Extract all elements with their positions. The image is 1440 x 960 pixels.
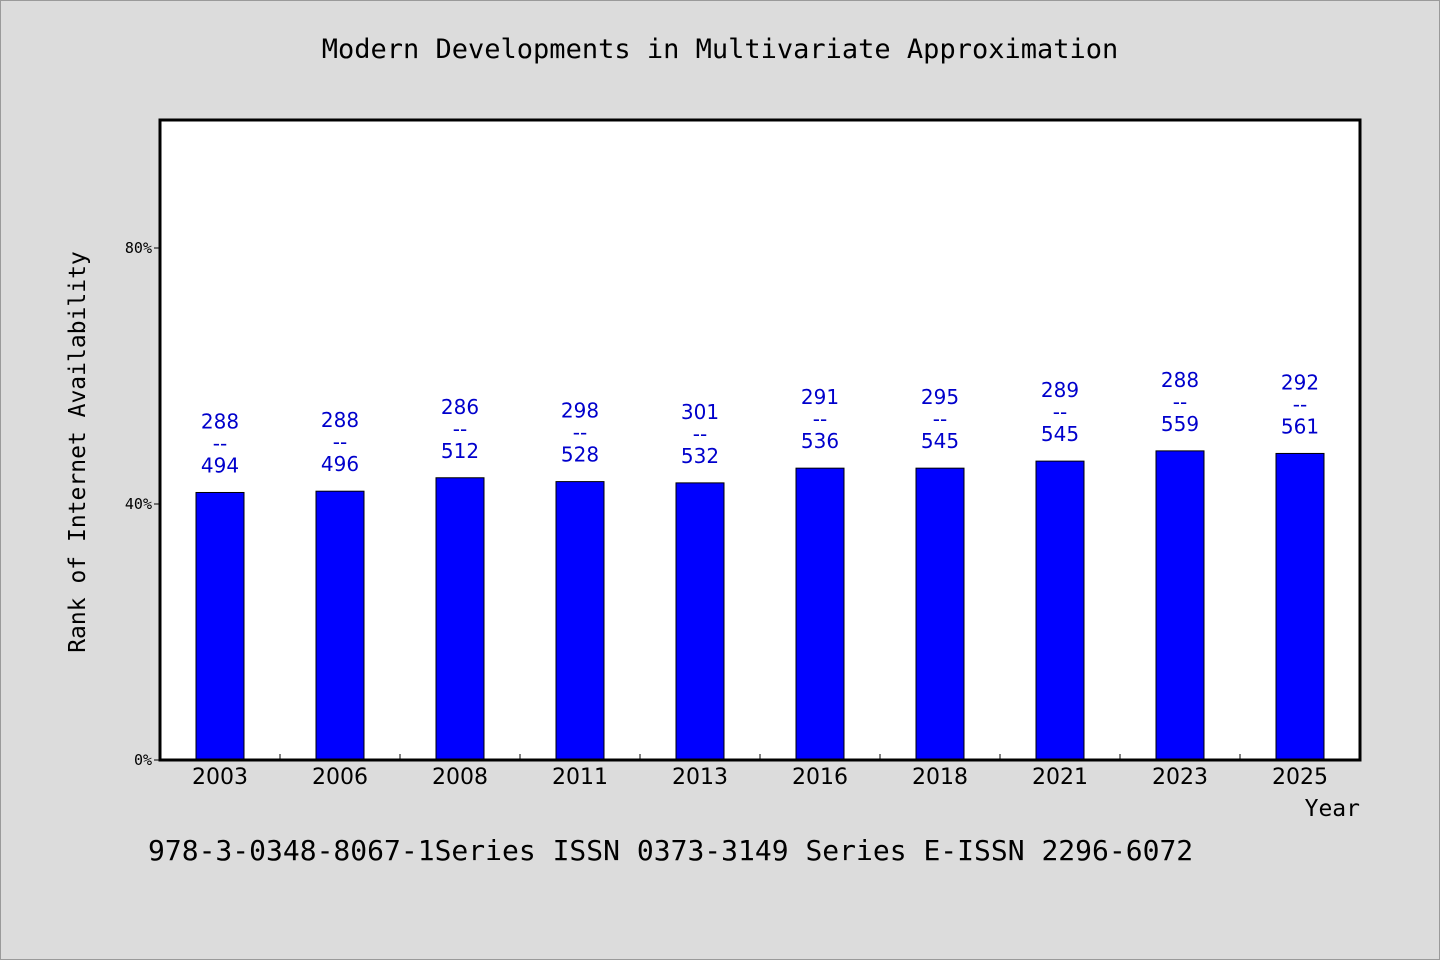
bar-2016 (795, 467, 845, 761)
data-label: 536 (801, 429, 839, 453)
bar-2008 (435, 477, 485, 761)
data-label: -- (213, 431, 227, 455)
bar-2023 (1155, 450, 1205, 761)
data-label: 289 (1041, 378, 1079, 402)
x-tick-label: 2003 (192, 765, 248, 790)
data-label: 291 (801, 385, 839, 409)
data-label: 545 (1041, 422, 1079, 446)
bar-2013 (675, 482, 725, 761)
bar-2025 (1275, 452, 1325, 761)
x-tick-label: 2011 (552, 765, 608, 790)
data-label: 559 (1161, 412, 1199, 436)
data-label: 528 (561, 443, 599, 467)
data-label: 561 (1281, 414, 1319, 438)
x-tick-label: 2006 (312, 765, 368, 790)
x-tick-label: 2018 (912, 765, 968, 790)
data-label: 512 (441, 439, 479, 463)
y-tick-label: 0% (134, 751, 152, 769)
data-label: 532 (681, 444, 719, 468)
x-tick-label: 2021 (1032, 765, 1088, 790)
data-label: 292 (1281, 370, 1319, 394)
data-label: 286 (441, 395, 479, 419)
x-tick-label: 2023 (1152, 765, 1208, 790)
data-label: 301 (681, 400, 719, 424)
data-label: -- (453, 417, 467, 441)
data-label: 288 (321, 408, 359, 432)
chart-title: Modern Developments in Multivariate Appr… (321, 34, 1119, 65)
data-label: 496 (321, 452, 359, 476)
x-tick-label: 2013 (672, 765, 728, 790)
data-label: -- (933, 407, 947, 431)
data-label: 288 (201, 409, 239, 433)
x-axis-label: Year (1304, 796, 1360, 822)
bar-2011 (555, 481, 605, 761)
data-label: -- (1173, 390, 1187, 414)
data-label: 295 (921, 385, 959, 409)
data-label: 298 (561, 399, 599, 423)
x-tick-label: 2025 (1272, 765, 1328, 790)
data-label: -- (813, 407, 827, 431)
data-label: 494 (201, 453, 239, 477)
data-label: -- (1053, 400, 1067, 424)
data-label: -- (573, 421, 587, 445)
y-tick-label: 80% (125, 239, 152, 257)
bar-2003 (195, 491, 245, 761)
x-tick-label: 2008 (432, 765, 488, 790)
y-tick-label: 40% (125, 495, 152, 513)
data-label: -- (1293, 392, 1307, 416)
data-label: 545 (921, 429, 959, 453)
bar-2006 (315, 490, 365, 761)
bar-2021 (1035, 460, 1085, 761)
x-tick-label: 2016 (792, 765, 848, 790)
bar-2018 (915, 467, 965, 761)
data-label: 288 (1161, 368, 1199, 392)
data-label: -- (693, 422, 707, 446)
data-label: -- (333, 430, 347, 454)
footer-note: 978-3-0348-8067-1Series ISSN 0373-3149 S… (148, 834, 1194, 867)
